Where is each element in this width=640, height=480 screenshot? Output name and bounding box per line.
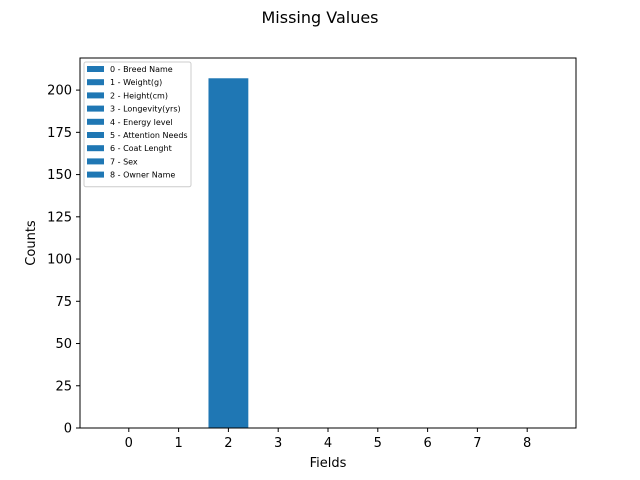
bar-2 <box>208 78 249 428</box>
x-tick-label: 4 <box>324 436 332 451</box>
legend-entry: 6 - Coat Lenght <box>110 144 172 153</box>
legend-entry: 3 - Longevity(yrs) <box>110 105 181 114</box>
x-tick-label: 2 <box>224 436 232 451</box>
legend-swatch <box>87 118 104 125</box>
x-tick-label: 5 <box>374 436 382 451</box>
x-axis-label: Fields <box>310 456 347 471</box>
y-axis-label: Counts <box>24 220 39 266</box>
legend-swatch <box>87 171 104 178</box>
legend-entry: 0 - Breed Name <box>110 65 173 74</box>
legend-swatch <box>87 145 104 152</box>
x-tick-label: 8 <box>523 436 531 451</box>
legend-entry: 5 - Attention Needs <box>110 131 188 140</box>
bars-group <box>208 78 249 428</box>
x-tick-label: 7 <box>473 436 481 451</box>
y-tick-label: 100 <box>47 253 72 268</box>
x-axis-ticks: 0 1 2 3 4 5 6 7 8 <box>125 428 531 451</box>
legend-swatch <box>87 158 104 165</box>
y-tick-label: 150 <box>47 168 72 183</box>
legend-entry: 2 - Height(cm) <box>110 91 168 100</box>
legend: 0 - Breed Name 1 - Weight(g) 2 - Height(cm… <box>83 61 192 188</box>
legend-swatch <box>87 79 104 86</box>
y-tick-label: 175 <box>47 126 72 141</box>
legend-swatch <box>87 105 104 112</box>
legend-swatch <box>87 132 104 138</box>
y-tick-label: 25 <box>55 379 72 394</box>
legend-entry: 7 - Sex <box>110 157 138 166</box>
x-tick-label: 6 <box>423 436 431 451</box>
chart-title: Missing Values <box>261 8 378 27</box>
y-tick-label: 50 <box>55 337 72 352</box>
legend-entry: 1 - Weight(g) <box>110 78 162 87</box>
y-axis-ticks: 0 25 50 75 100 125 150 175 200 <box>47 84 80 437</box>
legend-entry: 4 - Energy level <box>110 118 173 127</box>
y-tick-label: 0 <box>64 422 72 437</box>
x-tick-label: 1 <box>174 436 182 451</box>
legend-box <box>83 61 192 188</box>
y-tick-label: 75 <box>55 295 72 310</box>
x-tick-label: 3 <box>274 436 282 451</box>
y-tick-label: 200 <box>47 84 72 99</box>
legend-entry: 8 - Owner Name <box>110 171 175 180</box>
legend-swatch <box>87 92 104 99</box>
y-tick-label: 125 <box>47 210 72 225</box>
x-tick-label: 0 <box>125 436 133 451</box>
legend-swatch <box>87 66 104 72</box>
